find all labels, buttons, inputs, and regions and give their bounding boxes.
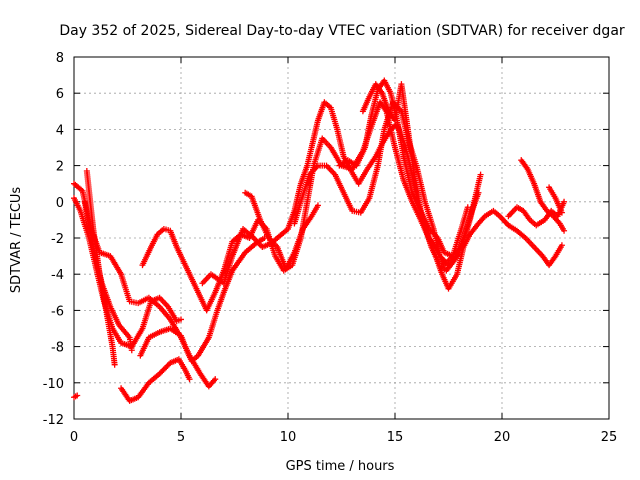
y-tick-label: 4	[56, 123, 64, 138]
x-tick-label: 25	[601, 430, 618, 445]
y-tick-label: 8	[56, 51, 64, 66]
data-point	[561, 227, 568, 234]
y-tick-label: -4	[51, 268, 64, 283]
y-tick-label: -12	[43, 413, 64, 428]
data-point	[561, 198, 568, 205]
y-tick-label: 2	[56, 160, 64, 175]
series-13	[359, 81, 471, 269]
series-16	[546, 184, 565, 216]
data-point	[458, 244, 465, 251]
y-tick-label: 0	[56, 196, 64, 211]
data-point	[178, 316, 184, 323]
chart-title: Day 352 of 2025, Sidereal Day-to-day VTE…	[59, 23, 625, 39]
data-point	[558, 242, 565, 249]
data-point	[212, 376, 219, 383]
data-point	[74, 392, 81, 399]
x-tick-label: 20	[494, 430, 511, 445]
x-tick-label: 10	[280, 430, 297, 445]
axis-ticks: 0 5 10 15 20 25 -12 -10 -8 -6 -4 -2 0 2 4 6 8	[43, 51, 618, 445]
y-tick-label: -8	[51, 341, 64, 356]
data-point	[477, 171, 484, 178]
y-tick-label: -10	[43, 377, 64, 392]
data-point	[464, 204, 471, 211]
data-point	[314, 202, 321, 209]
x-axis-label: GPS time / hours	[286, 459, 395, 474]
x-tick-label: 5	[177, 430, 185, 445]
data-point	[111, 361, 118, 368]
y-tick-label: -6	[51, 304, 64, 319]
y-tick-label: -2	[51, 232, 64, 247]
data-point	[128, 347, 135, 354]
series-6	[118, 356, 193, 404]
series-5	[81, 198, 135, 354]
series-4	[71, 392, 81, 401]
series-7	[137, 235, 268, 365]
y-axis-label: SDTVAR / TECUs	[9, 187, 24, 294]
series-10	[242, 189, 321, 272]
data-point	[475, 189, 482, 196]
y-tick-label: 6	[56, 87, 64, 102]
x-tick-label: 15	[387, 430, 404, 445]
x-tick-label: 0	[70, 430, 78, 445]
data-point	[558, 209, 565, 216]
series-15	[518, 157, 568, 234]
data-points	[71, 77, 568, 404]
data-point	[186, 376, 193, 383]
